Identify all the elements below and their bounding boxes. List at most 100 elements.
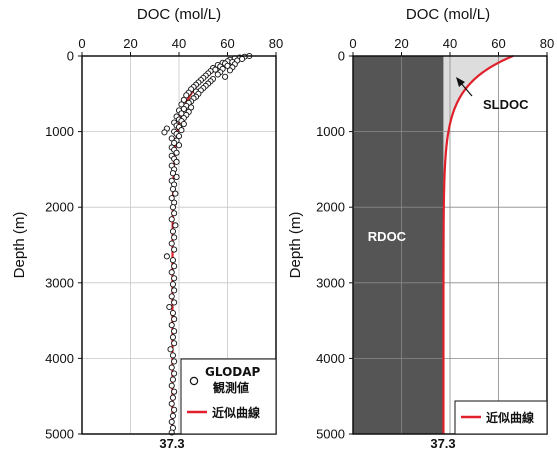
data-point — [171, 299, 178, 306]
data-point — [169, 376, 176, 383]
x-tick-label: 80 — [540, 36, 554, 51]
data-point — [168, 418, 175, 425]
data-point — [180, 120, 187, 128]
y-tick-label: 4000 — [45, 351, 74, 366]
legend-circle-marker — [189, 376, 199, 386]
right-regions-layer — [353, 56, 514, 434]
legend-fit-label: 近似曲線 — [212, 405, 260, 420]
x-tick-label: 60 — [491, 36, 505, 51]
data-point — [171, 263, 178, 270]
left-x-ticks: 0 20 40 60 80 — [78, 36, 283, 56]
data-point — [178, 127, 185, 134]
data-point — [171, 358, 178, 365]
x-tick-label: 40 — [172, 36, 186, 51]
data-point — [188, 104, 195, 111]
data-point — [171, 370, 178, 377]
data-point — [167, 346, 174, 353]
data-point — [163, 253, 170, 260]
y-tick-label: 1000 — [45, 124, 74, 139]
data-point — [171, 275, 178, 282]
right-y-ticks: 0 1000 2000 3000 4000 5000 — [316, 49, 353, 442]
y-tick-label: 0 — [67, 49, 74, 64]
left-points-layer — [161, 52, 253, 436]
data-point — [161, 129, 168, 136]
y-tick-label: 1000 — [316, 124, 345, 139]
right-legend: 近似曲線 — [454, 400, 548, 435]
x-tick-label: 40 — [443, 36, 457, 51]
data-point — [169, 352, 176, 359]
data-point — [171, 234, 178, 241]
data-point — [169, 309, 176, 317]
x-tick-label: 60 — [220, 36, 234, 51]
data-point — [173, 149, 180, 156]
data-point — [168, 269, 175, 276]
y-tick-label: 2000 — [45, 200, 74, 215]
right-y-axis-title: Depth (m) — [287, 212, 304, 279]
right-asymptote-label: 37.3 — [430, 436, 455, 451]
data-point — [171, 139, 178, 146]
data-point — [169, 170, 176, 177]
x-tick-label: 0 — [349, 36, 356, 51]
data-point — [172, 222, 179, 229]
data-point — [169, 204, 176, 211]
panel-right-regions: DOC (mol/L) Depth (m) 0 20 40 60 80 0 1000 200… — [287, 6, 554, 451]
data-point — [169, 228, 176, 235]
data-point — [171, 287, 178, 294]
data-point — [169, 257, 176, 264]
data-point — [171, 388, 178, 395]
data-point — [169, 334, 176, 341]
data-point — [171, 316, 178, 323]
sldoc-arrowhead — [456, 77, 465, 87]
rdoc-label: RDOC — [368, 229, 407, 244]
y-tick-label: 2000 — [316, 200, 345, 215]
legend-glodap-label: GLODAP — [205, 365, 261, 379]
panel-left-observed: DOC (mol/L) Depth (m) 0 20 40 60 80 0 1000 200… — [11, 6, 283, 451]
data-point — [226, 67, 233, 74]
data-point — [168, 400, 175, 407]
y-tick-label: 0 — [338, 49, 345, 64]
x-tick-label: 20 — [123, 36, 137, 51]
y-tick-label: 4000 — [316, 351, 345, 366]
data-point — [168, 364, 175, 371]
right-x-ticks: 0 20 40 60 80 — [349, 36, 554, 56]
data-point — [175, 133, 183, 140]
data-point — [168, 216, 175, 223]
x-tick-label: 80 — [269, 36, 283, 51]
data-point — [180, 96, 187, 103]
data-point — [171, 210, 178, 217]
left-legend-box — [180, 358, 277, 435]
data-point — [169, 281, 176, 288]
x-tick-label: 20 — [394, 36, 408, 51]
left-plot-frame — [81, 55, 277, 435]
data-point — [171, 328, 178, 335]
data-point — [168, 195, 175, 202]
legend-observed-label: 観測値 — [213, 380, 249, 395]
right-x-axis-title: DOC (mol/L) — [406, 6, 490, 23]
data-point — [173, 158, 180, 165]
sldoc-region — [443, 56, 514, 434]
left-x-axis-title: DOC (mol/L) — [137, 6, 221, 23]
data-point — [169, 186, 176, 193]
y-tick-label: 5000 — [316, 427, 345, 442]
legend-fit-label-right: 近似曲線 — [486, 410, 534, 425]
data-point — [173, 173, 180, 181]
left-y-axis-title: Depth (m) — [11, 212, 28, 279]
data-point — [172, 190, 179, 197]
sldoc-label: SLDOC — [483, 97, 529, 112]
data-point — [175, 142, 183, 149]
data-point — [169, 394, 176, 401]
data-point — [168, 293, 175, 300]
left-legend: GLODAP 観測値 近似曲線 — [180, 358, 277, 435]
right-curve-layer — [442, 54, 514, 434]
data-point — [171, 406, 178, 413]
left-y-ticks: 0 1000 2000 3000 4000 5000 — [45, 49, 82, 442]
fit-curve — [442, 54, 514, 434]
data-point — [222, 73, 229, 80]
rdoc-region — [353, 56, 444, 434]
left-asymptote-label: 37.3 — [159, 436, 184, 451]
data-point — [169, 412, 176, 419]
right-grid — [353, 56, 547, 434]
data-point — [214, 71, 221, 78]
y-tick-label: 5000 — [45, 427, 74, 442]
